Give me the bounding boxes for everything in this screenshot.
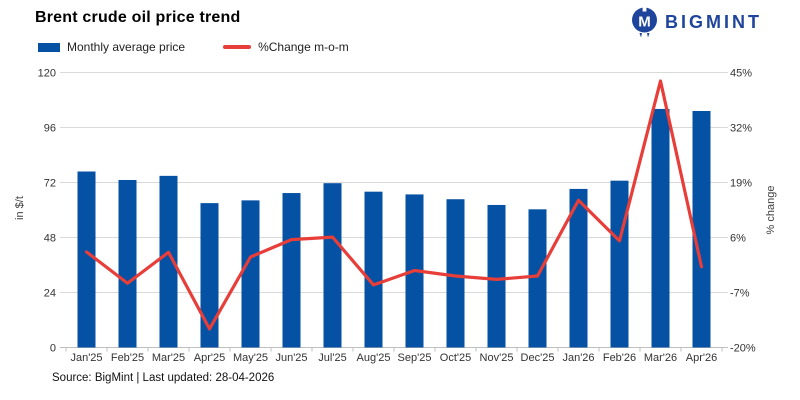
price-bar xyxy=(487,204,506,348)
bigmint-logo-text: BIGMINT xyxy=(665,12,762,32)
x-axis-label: May'25 xyxy=(233,352,268,364)
x-axis-label: Apr'26 xyxy=(686,352,717,364)
legend-bar-swatch xyxy=(38,42,60,52)
price-bar xyxy=(528,209,547,348)
price-bar xyxy=(77,171,96,348)
legend-bar-label: Monthly average price xyxy=(67,40,186,54)
price-bar xyxy=(282,193,301,348)
bigmint-logo: M BIGMINT xyxy=(631,7,762,38)
price-bar xyxy=(200,203,219,348)
x-axis-label: Jun'25 xyxy=(275,352,307,364)
price-bar xyxy=(241,200,260,348)
x-axis-label: Aug'25 xyxy=(357,352,391,364)
price-bar xyxy=(610,180,629,348)
y-tick-label-right: 32% xyxy=(730,123,752,135)
y-tick-label-right: 19% xyxy=(730,178,752,190)
chart-title: Brent crude oil price trend xyxy=(35,9,241,26)
y-tick-label-left: 24 xyxy=(44,288,56,300)
price-bar xyxy=(692,111,711,348)
x-axis-label: Mar'25 xyxy=(152,352,185,364)
x-axis-label: Mar'26 xyxy=(644,352,677,364)
y-tick-label-left: 72 xyxy=(44,178,56,190)
y-tick-label-left: 0 xyxy=(50,343,56,355)
price-bar xyxy=(569,188,588,348)
source-note: Source: BigMint | Last updated: 28-04-20… xyxy=(52,372,275,384)
y-tick-label-left: 120 xyxy=(38,68,56,80)
chart-legend: Monthly average price %Change m-o-m xyxy=(38,40,349,54)
x-axis-label: Sep'25 xyxy=(398,352,432,364)
bigmint-logo-icon: M xyxy=(632,7,657,38)
change-line xyxy=(84,79,704,331)
y-tick-label-left: 96 xyxy=(44,123,56,135)
x-axis-label: Dec'25 xyxy=(521,352,555,364)
x-axis-label: Nov'25 xyxy=(480,352,514,364)
x-axis-label: Apr'25 xyxy=(194,352,225,364)
svg-text:M: M xyxy=(638,14,651,31)
price-bar xyxy=(323,183,342,348)
x-axis-label: Jan'26 xyxy=(562,352,594,364)
price-bar xyxy=(159,175,178,348)
y-tick-label-right: 45% xyxy=(730,68,752,80)
x-axis-label: Feb'26 xyxy=(603,352,636,364)
legend-line-label: %Change m-o-m xyxy=(258,40,349,54)
price-bar xyxy=(446,199,465,348)
x-axis-label: Jan'25 xyxy=(70,352,102,364)
price-bar xyxy=(118,179,137,348)
price-bar xyxy=(651,108,670,348)
x-axis-label: Jul'25 xyxy=(318,352,346,364)
y-tick-label-right: 6% xyxy=(730,233,746,245)
x-axis-label: Oct'25 xyxy=(440,352,471,364)
x-axis-label: Feb'25 xyxy=(111,352,144,364)
y-tick-label-right: -7% xyxy=(730,288,750,300)
y-tick-label-right: -20% xyxy=(730,343,756,355)
price-bar xyxy=(364,191,383,348)
legend-line-swatch xyxy=(223,45,252,49)
y-tick-label-left: 48 xyxy=(44,233,56,245)
